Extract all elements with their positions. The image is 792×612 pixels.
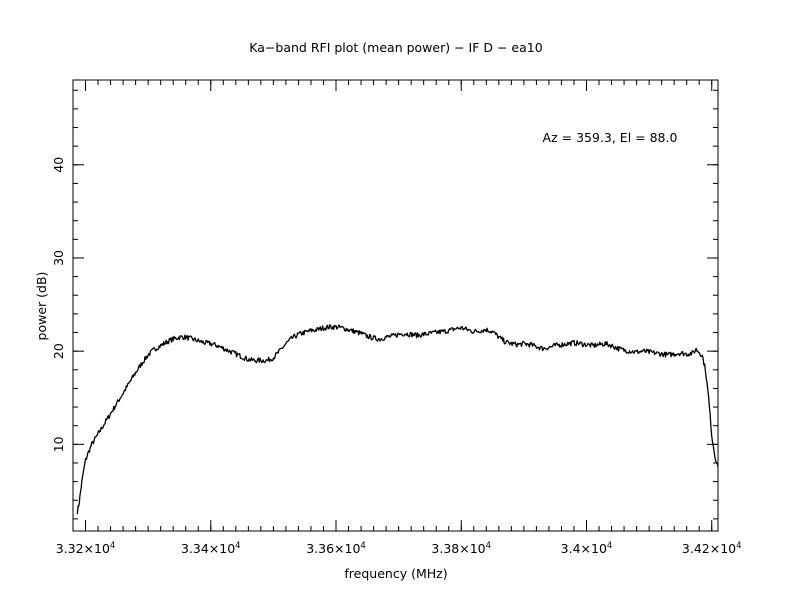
plot-frame	[72, 79, 719, 532]
power-series-line	[76, 323, 719, 515]
y-tick-label: 30	[51, 250, 66, 266]
x-tick-label: 3.34×104	[181, 541, 241, 556]
x-tick-label: 3.38×104	[431, 541, 491, 556]
y-tick-label: 40	[51, 157, 66, 173]
x-tick-label: 3.4×104	[561, 541, 613, 556]
plot-axes: 3.32×104 3.34×104 3.36×104 3.38×104 3.4×104 3…	[51, 79, 742, 556]
x-axis-label: frequency (MHz)	[344, 566, 447, 581]
y-tick-label: 20	[51, 343, 66, 359]
x-tick-label: 3.36×104	[306, 541, 366, 556]
chart-title: Ka−band RFI plot (mean power) − IF D − e…	[249, 40, 542, 55]
x-tick-label: 3.32×104	[56, 541, 116, 556]
plot-area	[76, 323, 719, 515]
y-tick-label: 10	[51, 436, 66, 452]
y-axis-label: power (dB)	[34, 272, 49, 341]
x-tick-label: 3.42×104	[682, 541, 742, 556]
az-el-annotation: Az = 359.3, El = 88.0	[543, 130, 678, 145]
